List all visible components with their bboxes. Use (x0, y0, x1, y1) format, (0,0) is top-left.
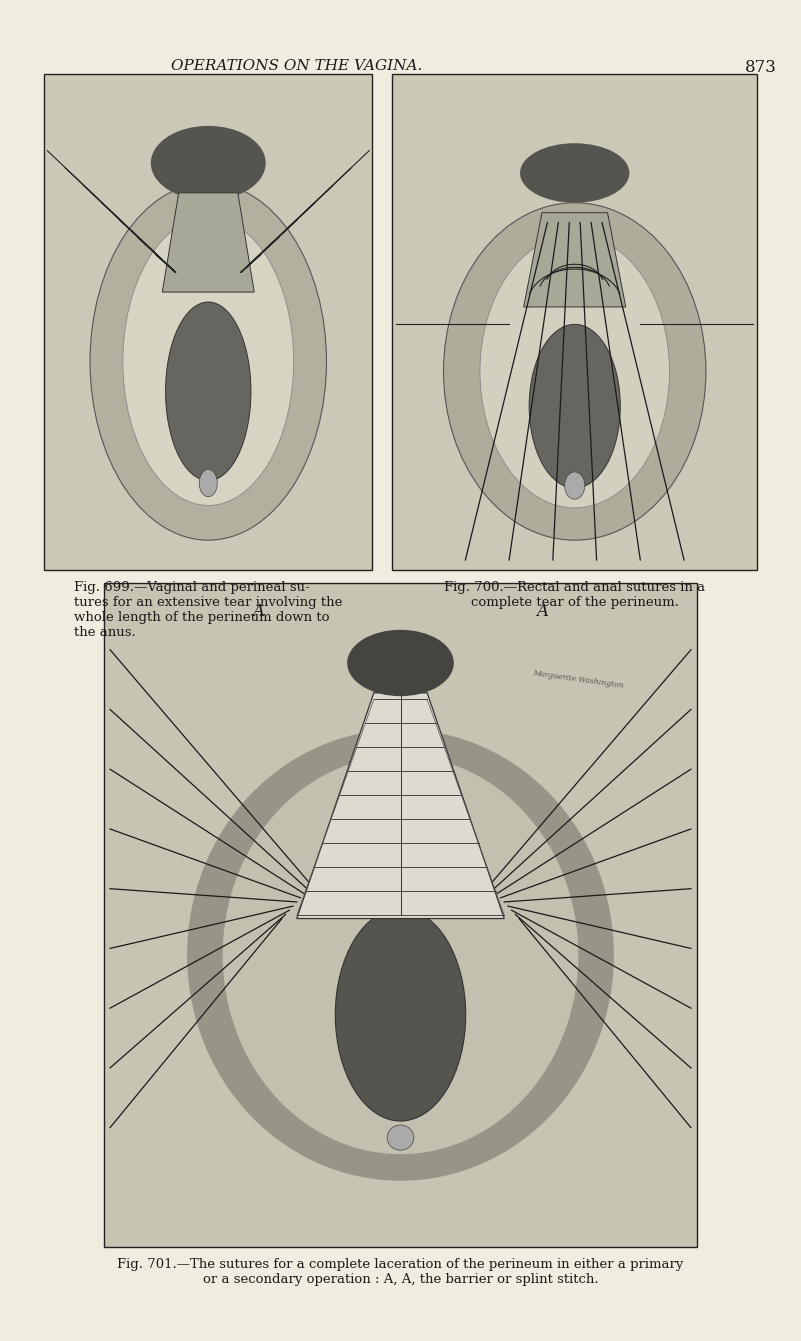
Ellipse shape (444, 202, 706, 540)
Text: Fig. 700.—Rectal and anal sutures in a
complete tear of the perineum.: Fig. 700.—Rectal and anal sutures in a c… (445, 581, 705, 609)
Text: OPERATIONS ON THE VAGINA.: OPERATIONS ON THE VAGINA. (171, 59, 422, 72)
Text: Fig. 701.—The sutures for a complete laceration of the perineum in either a prim: Fig. 701.—The sutures for a complete lac… (117, 1258, 684, 1286)
Ellipse shape (387, 1125, 414, 1151)
Bar (392, 74, 757, 570)
Text: A: A (252, 602, 264, 620)
Ellipse shape (347, 630, 454, 696)
Polygon shape (163, 193, 254, 292)
Ellipse shape (529, 325, 620, 488)
Polygon shape (524, 213, 626, 307)
Ellipse shape (565, 472, 585, 499)
Ellipse shape (199, 469, 217, 496)
Text: 873: 873 (745, 59, 777, 76)
Ellipse shape (90, 182, 327, 540)
Text: A: A (537, 602, 549, 620)
Ellipse shape (336, 909, 465, 1121)
Ellipse shape (223, 756, 578, 1155)
Ellipse shape (166, 302, 251, 480)
Ellipse shape (123, 217, 294, 506)
Polygon shape (296, 693, 505, 919)
Text: Fig. 699.—Vaginal and perineal su-
tures for an extensive tear involving the
who: Fig. 699.—Vaginal and perineal su- tures… (74, 581, 343, 638)
Bar (104, 583, 697, 1247)
Bar (44, 74, 372, 570)
Text: Marguerite Washington: Marguerite Washington (533, 669, 624, 689)
Ellipse shape (480, 235, 670, 508)
Ellipse shape (520, 143, 630, 202)
Ellipse shape (151, 126, 266, 200)
Ellipse shape (187, 730, 614, 1181)
